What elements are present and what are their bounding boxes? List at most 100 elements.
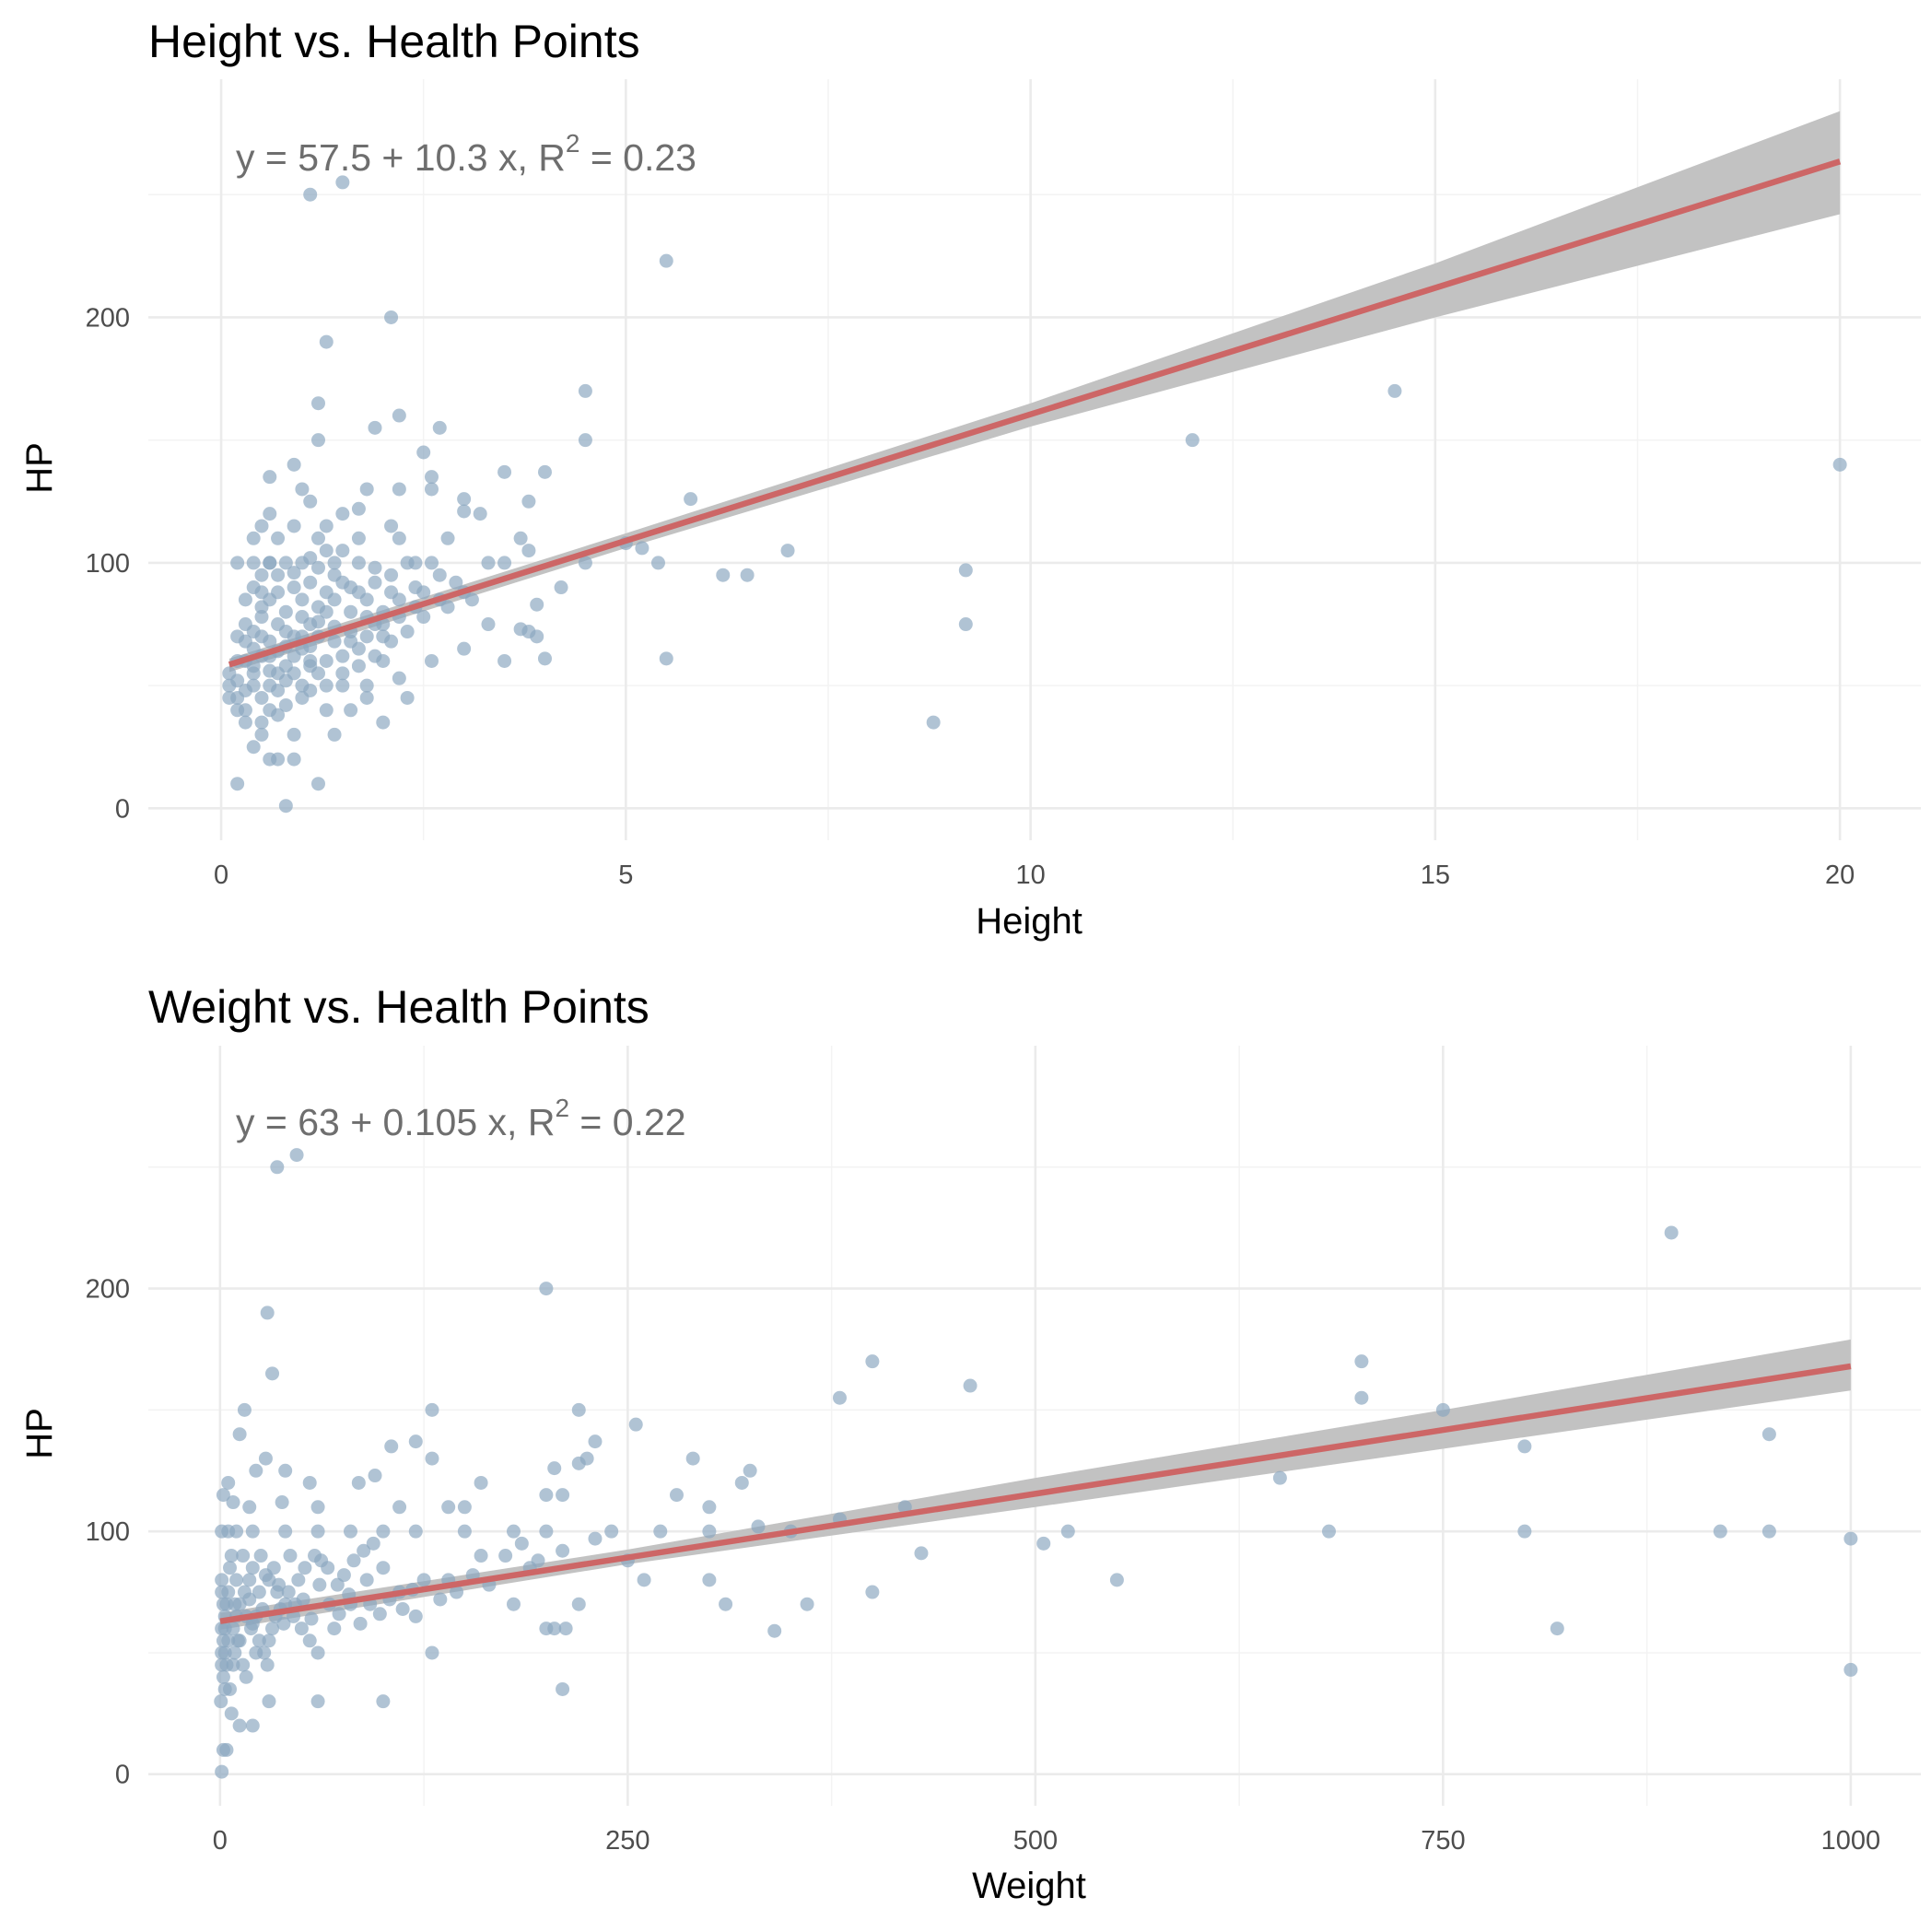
- data-point: [281, 1585, 296, 1599]
- data-point: [1387, 383, 1402, 398]
- data-point: [289, 1148, 304, 1163]
- x-tick-label: 250: [605, 1826, 650, 1856]
- data-point: [384, 519, 399, 533]
- data-point: [303, 494, 318, 509]
- data-point: [384, 568, 399, 582]
- data-point: [416, 585, 431, 600]
- data-point: [441, 1500, 456, 1515]
- data-point: [335, 575, 350, 590]
- data-point: [416, 1573, 431, 1587]
- data-point: [214, 1694, 228, 1709]
- data-point: [958, 563, 973, 578]
- data-point: [366, 1536, 380, 1551]
- data-point: [400, 690, 415, 705]
- data-point: [221, 1475, 236, 1490]
- data-point: [1435, 1402, 1450, 1417]
- data-point: [424, 470, 439, 485]
- data-point: [376, 629, 391, 644]
- data-point: [294, 1622, 309, 1636]
- gridlines: [148, 1046, 1921, 1806]
- data-point: [321, 1561, 335, 1575]
- data-point: [400, 556, 415, 570]
- data-point: [287, 519, 301, 533]
- data-point: [310, 1694, 325, 1709]
- y-tick-label: 200: [86, 303, 130, 333]
- data-point: [272, 1577, 287, 1592]
- data-point: [249, 1645, 263, 1660]
- data-point: [1354, 1354, 1369, 1369]
- data-point: [578, 433, 592, 448]
- data-point: [865, 1354, 880, 1369]
- data-point: [588, 1531, 603, 1546]
- data-point: [335, 507, 350, 521]
- data-point: [238, 683, 252, 697]
- data-point: [222, 690, 237, 705]
- data-point: [635, 541, 650, 556]
- data-point: [531, 1553, 545, 1568]
- fit-line: [219, 1363, 1852, 1624]
- data-point: [238, 617, 252, 632]
- data-point: [237, 1402, 252, 1417]
- data-point: [254, 715, 269, 730]
- data-point: [376, 1561, 391, 1575]
- data-point: [425, 1402, 439, 1417]
- data-point: [217, 1681, 232, 1696]
- data-point: [368, 649, 382, 663]
- data-point: [351, 1475, 366, 1490]
- data-point: [530, 629, 544, 644]
- data-point: [497, 464, 512, 479]
- data-point: [254, 568, 269, 582]
- data-point: [440, 531, 455, 545]
- data-point: [702, 1573, 717, 1587]
- data-point: [310, 396, 325, 411]
- weight-hp-panel: Weight vs. Health Points 0 250 500 750 1000 …: [19, 981, 1921, 1906]
- data-point: [449, 575, 463, 590]
- y-tick-label: 0: [115, 794, 130, 824]
- data-point: [351, 531, 366, 545]
- data-point: [232, 1633, 247, 1648]
- data-point: [547, 1622, 562, 1636]
- data-point: [278, 799, 293, 814]
- data-point: [408, 1609, 423, 1623]
- data-point: [310, 600, 325, 615]
- data-point: [254, 585, 269, 600]
- data-point: [537, 464, 552, 479]
- data-point: [408, 1524, 423, 1539]
- gridlines: [148, 79, 1921, 840]
- data-point: [416, 610, 431, 625]
- data-point: [335, 666, 350, 681]
- data-point: [260, 1306, 275, 1320]
- data-point: [310, 560, 325, 575]
- data-point: [283, 1549, 298, 1563]
- regression-line: [228, 158, 1842, 668]
- equation-superscript: 2: [566, 129, 580, 158]
- data-point: [513, 531, 528, 545]
- data-point: [558, 1622, 573, 1636]
- x-axis-title: Height: [976, 901, 1083, 942]
- data-point: [539, 1282, 554, 1296]
- data-point: [327, 592, 342, 607]
- data-point: [263, 556, 277, 570]
- data-point: [400, 625, 415, 639]
- data-point: [521, 544, 536, 558]
- data-point: [310, 777, 325, 791]
- data-point: [346, 1553, 361, 1568]
- data-point: [359, 482, 374, 497]
- data-point: [303, 575, 318, 590]
- data-point: [351, 585, 366, 600]
- confidence-band: [228, 111, 1841, 673]
- data-point: [236, 1657, 251, 1672]
- data-point: [295, 482, 310, 497]
- data-point: [287, 752, 301, 767]
- data-point: [395, 1602, 410, 1617]
- data-point: [556, 1543, 570, 1558]
- data-point: [246, 659, 261, 673]
- data-point: [249, 1463, 263, 1478]
- data-point: [684, 492, 698, 507]
- data-point: [353, 1616, 368, 1631]
- data-point: [287, 457, 301, 472]
- data-point: [239, 1669, 253, 1684]
- data-point: [275, 1495, 289, 1510]
- data-point: [327, 727, 342, 742]
